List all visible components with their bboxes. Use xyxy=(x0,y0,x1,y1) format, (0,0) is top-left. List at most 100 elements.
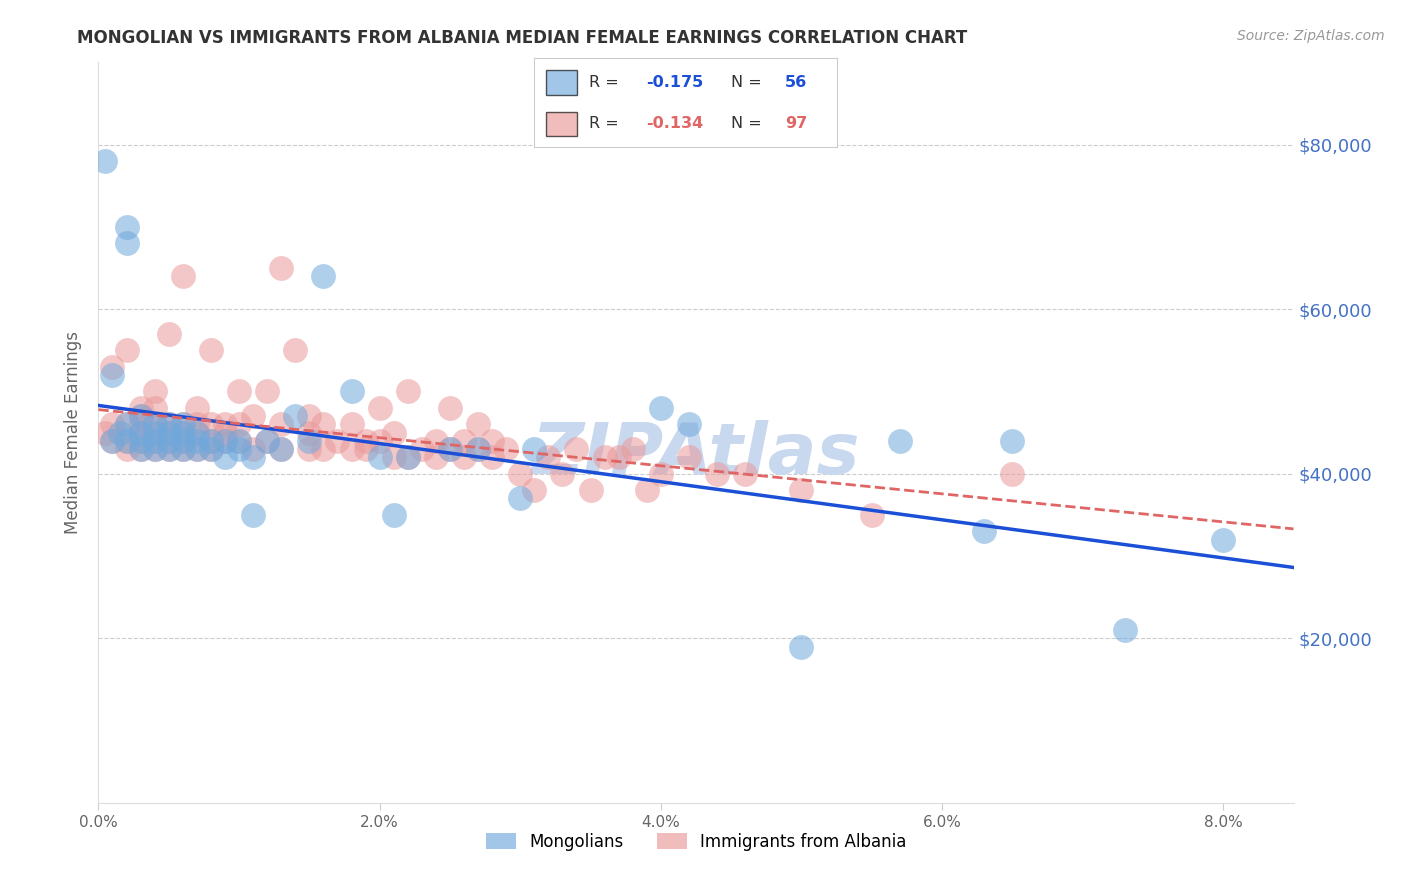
Point xyxy=(326,434,349,448)
Point xyxy=(143,417,166,432)
Text: -0.134: -0.134 xyxy=(647,117,703,131)
Point xyxy=(129,409,152,424)
Point xyxy=(411,442,433,456)
Point xyxy=(439,401,461,415)
Point xyxy=(298,442,321,456)
Point xyxy=(256,434,278,448)
Point xyxy=(495,442,517,456)
Point xyxy=(129,401,152,415)
Point xyxy=(889,434,911,448)
Point xyxy=(523,442,546,456)
Point xyxy=(157,425,180,440)
Point xyxy=(481,434,503,448)
Point xyxy=(439,442,461,456)
Point xyxy=(650,401,672,415)
Point xyxy=(312,417,335,432)
Point xyxy=(706,467,728,481)
Point xyxy=(200,442,222,456)
Point xyxy=(368,401,391,415)
Point xyxy=(537,450,560,465)
Point xyxy=(143,434,166,448)
Point xyxy=(734,467,756,481)
Point xyxy=(860,508,883,522)
Point xyxy=(115,442,138,456)
Point xyxy=(551,467,574,481)
Point xyxy=(242,450,264,465)
Point xyxy=(565,442,588,456)
Point xyxy=(270,442,292,456)
Point xyxy=(214,434,236,448)
Point xyxy=(200,343,222,358)
Y-axis label: Median Female Earnings: Median Female Earnings xyxy=(65,331,83,534)
Point xyxy=(143,401,166,415)
Point xyxy=(143,384,166,399)
Point xyxy=(607,450,630,465)
Point xyxy=(186,442,208,456)
Point xyxy=(172,442,194,456)
Point xyxy=(340,417,363,432)
Point xyxy=(790,640,813,654)
Point xyxy=(115,219,138,234)
Point xyxy=(157,442,180,456)
Text: 56: 56 xyxy=(785,76,807,90)
Point xyxy=(453,434,475,448)
Point xyxy=(186,401,208,415)
Point xyxy=(425,450,447,465)
Text: Source: ZipAtlas.com: Source: ZipAtlas.com xyxy=(1237,29,1385,44)
Point xyxy=(157,417,180,432)
Point xyxy=(636,483,658,498)
Point xyxy=(1212,533,1234,547)
Text: ZIPAtlas: ZIPAtlas xyxy=(531,420,860,490)
Point xyxy=(186,442,208,456)
Text: N =: N = xyxy=(731,117,766,131)
Point xyxy=(115,434,138,448)
Point xyxy=(396,450,419,465)
Point xyxy=(214,425,236,440)
Point xyxy=(284,409,307,424)
Text: R =: R = xyxy=(589,76,624,90)
Point xyxy=(382,450,405,465)
Point xyxy=(228,434,250,448)
Point xyxy=(157,434,180,448)
Point xyxy=(157,417,180,432)
Point xyxy=(228,442,250,456)
Point xyxy=(298,409,321,424)
Point xyxy=(143,417,166,432)
Point xyxy=(172,417,194,432)
Point xyxy=(467,442,489,456)
Point xyxy=(270,442,292,456)
Point xyxy=(186,425,208,440)
Point xyxy=(157,442,180,456)
Point xyxy=(228,384,250,399)
Point xyxy=(396,450,419,465)
FancyBboxPatch shape xyxy=(547,70,576,95)
Point xyxy=(467,442,489,456)
Point xyxy=(172,434,194,448)
Point xyxy=(439,442,461,456)
Point xyxy=(242,442,264,456)
Point xyxy=(101,417,124,432)
Point xyxy=(284,343,307,358)
Point xyxy=(396,384,419,399)
Point xyxy=(172,417,194,432)
Point xyxy=(115,343,138,358)
Point xyxy=(270,261,292,276)
Point xyxy=(186,434,208,448)
Point xyxy=(129,417,152,432)
Point xyxy=(200,434,222,448)
Point xyxy=(579,483,602,498)
Point xyxy=(354,442,377,456)
Point xyxy=(129,434,152,448)
Point xyxy=(214,450,236,465)
Point xyxy=(101,434,124,448)
Point xyxy=(214,434,236,448)
Point xyxy=(115,417,138,432)
Point xyxy=(143,442,166,456)
Point xyxy=(650,467,672,481)
Point xyxy=(467,417,489,432)
Text: 97: 97 xyxy=(785,117,807,131)
Point xyxy=(172,434,194,448)
Point xyxy=(101,434,124,448)
Point xyxy=(509,491,531,506)
Point xyxy=(368,450,391,465)
